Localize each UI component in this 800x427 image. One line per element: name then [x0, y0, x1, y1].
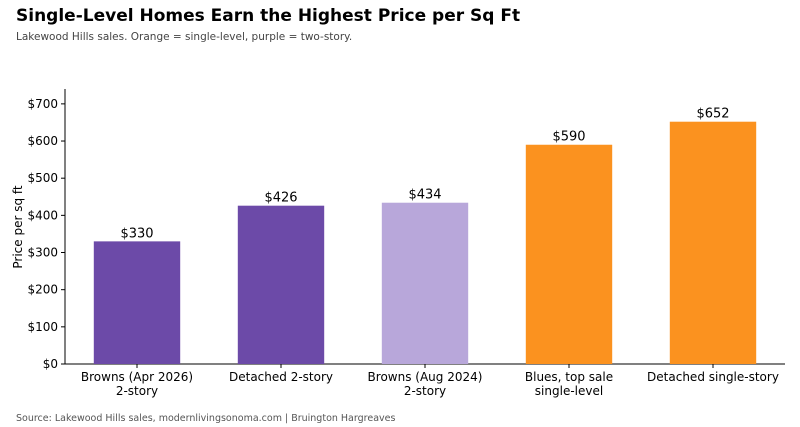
- bars: [93, 121, 757, 365]
- x-tick-label: Browns (Aug 2024) 2-story: [368, 370, 483, 398]
- bar-value-label: $652: [696, 107, 729, 122]
- y-tick-label: $400: [27, 208, 58, 222]
- y-axis-label: Price per sq ft: [11, 185, 25, 269]
- bar: [669, 121, 757, 365]
- y-tick-label: $200: [27, 283, 58, 297]
- source-note: Source: Lakewood Hills sales, modernlivi…: [16, 413, 396, 424]
- bar-value-label: $434: [408, 188, 441, 203]
- y-tick-label: $600: [27, 134, 58, 148]
- bar-value-label: $590: [552, 130, 585, 145]
- y-tick-label: $700: [27, 97, 58, 111]
- chart-title: Single-Level Homes Earn the Highest Pric…: [16, 6, 521, 26]
- bar: [525, 144, 613, 364]
- axes: $0 $100 $200 $300 $400 $500 $600 $700 Browns (Ap…: [27, 89, 785, 398]
- y-tick-label: $0: [43, 357, 58, 371]
- bar-value-label: $426: [264, 191, 297, 206]
- y-tick-label: $300: [27, 246, 58, 260]
- y-tick-label: $100: [27, 320, 58, 334]
- y-tick-label: $500: [27, 171, 58, 185]
- x-tick-label: Detached 2-story: [229, 370, 333, 384]
- labels: $330 $426 $434 $590 $652: [120, 107, 729, 242]
- bar: [381, 202, 469, 364]
- x-tick-label: Browns (Apr 2026) 2-story: [81, 370, 193, 398]
- x-tick-label: Blues, top sale single-level: [525, 370, 613, 398]
- bar: [93, 241, 181, 364]
- bar: [237, 205, 325, 364]
- bar-value-label: $330: [120, 226, 153, 241]
- chart-subtitle: Lakewood Hills sales. Orange = single-le…: [16, 31, 353, 43]
- x-tick-label: Detached single-story: [647, 370, 779, 384]
